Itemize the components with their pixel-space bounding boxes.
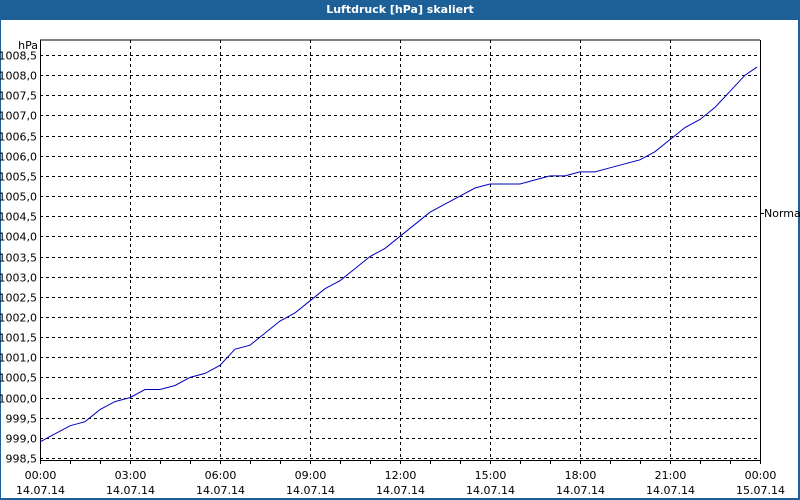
y-tick-label: 999,0 — [6, 433, 38, 446]
y-tick-label: 998,5 — [6, 453, 38, 466]
y-axis-unit-label: hPa — [18, 39, 38, 52]
x-tick-time: 18:00 — [565, 469, 597, 482]
x-tick-time: 15:00 — [475, 469, 507, 482]
y-tick-label: 1002,0 — [0, 312, 37, 325]
y-tick-label: 1000,5 — [0, 372, 37, 385]
y-tick-label: 1000,0 — [0, 393, 37, 406]
x-tick-date: 14.07.14 — [196, 484, 245, 497]
y-axis: hPa 1008,5 1008,0 1007,5 1007,0 1006,5 1006,0… — [0, 39, 38, 466]
x-tick-date: 14.07.14 — [466, 484, 515, 497]
y-tick-label: 1006,0 — [0, 151, 37, 164]
x-tick-time: 03:00 — [115, 469, 147, 482]
x-tick-date: 14.07.14 — [646, 484, 695, 497]
y-tick-label: 1002,5 — [0, 292, 37, 305]
x-tick-date: 14.07.14 — [376, 484, 425, 497]
x-tick-time: 09:00 — [295, 469, 327, 482]
x-tick-date: 14.07.14 — [16, 484, 65, 497]
y-tick-label: 1005,5 — [0, 171, 37, 184]
normal-label: Normal — [764, 207, 800, 220]
y-tick-label: 1004,0 — [0, 231, 37, 244]
y-tick-label: 1004,5 — [0, 211, 37, 224]
y-tick-label: 1001,5 — [0, 332, 37, 345]
y-tick-label: 1005,0 — [0, 191, 37, 204]
x-tick-time: 00:00 — [25, 469, 57, 482]
x-tick-time: 21:00 — [655, 469, 687, 482]
pressure-line — [39, 66, 758, 443]
y-tick-label: 1008,0 — [0, 70, 37, 83]
y-tick-label: 1006,5 — [0, 131, 37, 144]
y-tick-label: 1003,0 — [0, 272, 37, 285]
y-tick-label: 1007,0 — [0, 110, 37, 123]
x-tick-time: 06:00 — [205, 469, 237, 482]
y-tick-label: 1008,5 — [0, 50, 37, 63]
x-tick-date: 14.07.14 — [106, 484, 155, 497]
x-tick-time: 12:00 — [385, 469, 417, 482]
x-tick-date: 14.07.14 — [286, 484, 335, 497]
normal-annotation: Normal — [760, 207, 800, 220]
x-tick-date: 14.07.14 — [556, 484, 605, 497]
grid-lines — [40, 40, 760, 460]
y-tick-label: 999,5 — [6, 413, 38, 426]
x-tick-date: 15.07.14 — [736, 484, 785, 497]
x-axis: 00:00 14.07.14 03:00 14.07.14 06:00 14.07.14 0… — [16, 460, 785, 497]
y-tick-label: 1007,5 — [0, 90, 37, 103]
y-tick-label: 1001,0 — [0, 352, 37, 365]
x-tick-time: 00:00 — [745, 469, 777, 482]
window-title: Luftdruck [hPa] skaliert — [0, 0, 800, 20]
y-tick-label: 1003,5 — [0, 252, 37, 265]
